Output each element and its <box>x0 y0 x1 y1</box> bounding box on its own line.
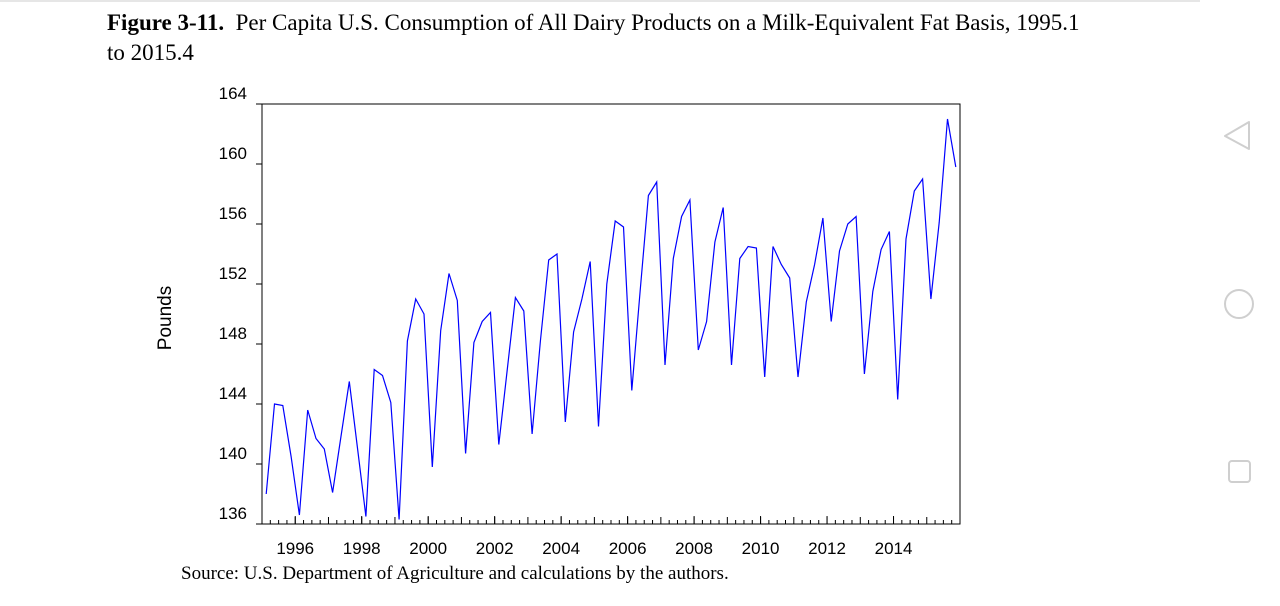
labels-layer: 136 140 144 148 152 156 160 164 1996 1998 2000 2002… <box>155 84 912 558</box>
source-note: Source: U.S. Department of Agriculture a… <box>181 563 729 584</box>
figure-caption: Figure 3-11. Per Capita U.S. Consumption… <box>107 8 1087 68</box>
y-tick-label: 140 <box>219 444 247 463</box>
x-tick-label: 2002 <box>476 539 514 558</box>
triangle-back-icon[interactable] <box>1222 120 1252 152</box>
y-tick-label: 148 <box>219 324 247 343</box>
square-recents-icon[interactable] <box>1227 459 1253 485</box>
y-axis-label: Pounds <box>155 286 176 350</box>
series-line <box>265 118 957 520</box>
x-tick-label: 2008 <box>675 539 713 558</box>
figure-title: Per Capita U.S. Consumption of All Dairy… <box>107 10 1080 65</box>
x-tick-label: 2014 <box>875 539 913 558</box>
x-tick-label: 2006 <box>609 539 647 558</box>
axes-layer <box>256 103 961 525</box>
x-tick-label: 2000 <box>409 539 447 558</box>
y-tick-label: 136 <box>219 504 247 523</box>
figure-number: Figure 3-11. <box>107 10 225 35</box>
y-tick-label: 152 <box>219 264 247 283</box>
y-tick-label: 164 <box>219 84 247 103</box>
circle-home-icon[interactable] <box>1223 288 1255 320</box>
plot-frame <box>261 103 961 525</box>
y-tick-label: 156 <box>219 204 247 223</box>
x-tick-label: 1996 <box>276 539 314 558</box>
top-divider <box>0 0 1200 2</box>
y-tick-label: 144 <box>219 384 247 403</box>
x-tick-label: 2012 <box>808 539 846 558</box>
x-tick-label: 2010 <box>742 539 780 558</box>
x-tick-label: 2004 <box>542 539 580 558</box>
y-tick-label: 160 <box>219 144 247 163</box>
x-tick-label: 1998 <box>343 539 381 558</box>
series-layer <box>265 118 957 520</box>
